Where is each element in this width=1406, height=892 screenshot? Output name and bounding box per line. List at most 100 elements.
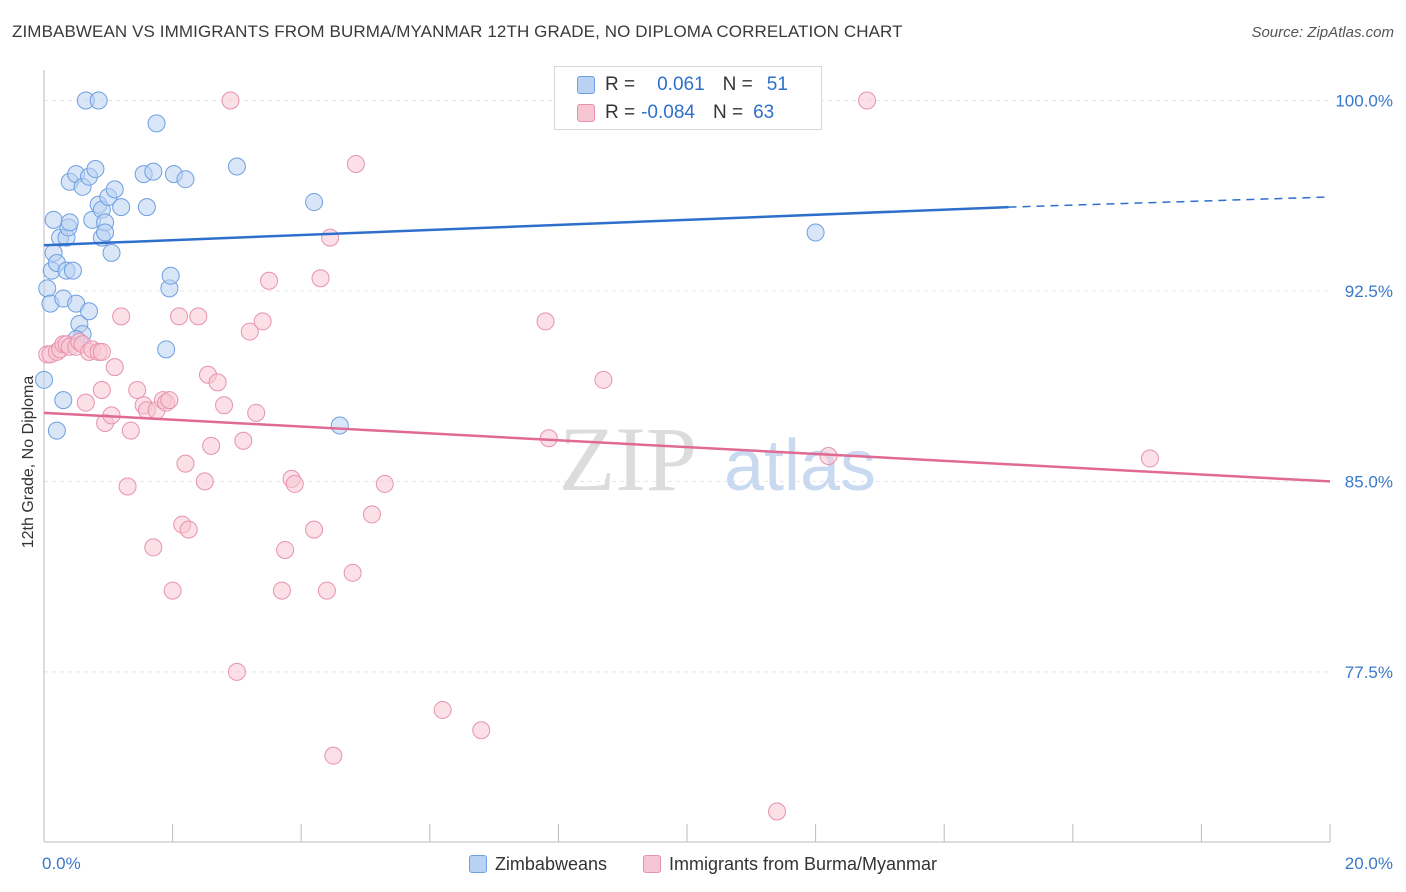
blue-swatch [577,76,595,94]
burma-point [858,91,877,110]
zimbabwean-point [157,340,176,359]
zimbabwean-point [54,391,73,410]
stats-box: R = 0.061 N = 51 R = -0.084 N = 63 [554,66,822,130]
zimbabwean-point [144,162,163,181]
burma-point [321,228,340,247]
burma-point [118,477,137,496]
y-tick-label: 77.5% [1345,663,1393,682]
n-value: 63 [753,102,775,123]
burma-point [92,380,111,399]
zimbabwean-trend-line [43,205,1009,247]
stats-row-burma: R = -0.084 N = 63 [577,99,774,127]
burma-point [536,312,555,331]
zimbabwean-point [112,198,131,217]
burma-point [324,746,343,765]
y-axis-title: 12th Grade, No Diploma [20,376,37,549]
burma-point [163,581,182,600]
watermark-zip: ZIP [559,408,697,510]
stats-row-zimbabweans: R = 0.061 N = 51 [577,71,788,99]
burma-trend-line [43,411,1331,483]
burma-point [311,269,330,288]
burma-point [346,154,365,173]
burma-point [202,436,221,455]
r-value: 0.061 [657,74,705,95]
burma-point [76,393,95,412]
zimbabwean-point [86,160,105,179]
zimbabwean-point [63,261,82,280]
y-tick-label: 100.0% [1335,91,1393,110]
axis-labels: 12th Grade, No Diploma 77.5% 85.0% 92.5% 10… [20,91,1393,873]
n-label: N = [712,102,744,123]
burma-point [768,802,787,821]
zimbabwean-point [227,157,246,176]
burma-point [221,91,240,110]
burma-point [317,581,336,600]
y-tick-label: 85.0% [1345,472,1393,491]
burma-point [128,380,147,399]
chart-title: ZIMBABWEAN VS IMMIGRANTS FROM BURMA/MYAN… [12,22,903,41]
burma-point [227,662,246,681]
zimbabwean-point [105,180,124,199]
zimbabwean-trend-extension [1008,196,1331,208]
burma-point [343,563,362,582]
burma-point [105,358,124,377]
x-tick-label: 20.0% [1345,854,1393,873]
watermark-atlas: atlas [724,426,876,506]
burma-point [276,540,295,559]
burma-point [215,396,234,415]
burma-point [234,431,253,450]
burma-point [433,700,452,719]
burma-point [112,307,131,326]
burma-point [176,454,195,473]
burma-point [144,538,163,557]
burma-point [208,373,227,392]
burma-point [272,581,291,600]
zimbabwean-point [80,302,99,321]
burma-point [305,520,324,539]
burma-point [189,307,208,326]
burma-point [253,312,272,331]
legend-label: Zimbabweans [494,853,607,874]
zimbabwean-point [305,193,324,212]
x-tick-label: 0.0% [42,854,81,873]
burma-point [170,307,189,326]
axes [43,70,1331,843]
zimbabwean-point [147,114,166,133]
blue-swatch [468,855,487,873]
burma-point [195,472,214,491]
burma-point [375,474,394,493]
zimbabwean-point [60,213,79,232]
r-label: R = [605,74,636,95]
burma-point [121,421,140,440]
r-label: R = [605,102,636,123]
burma-point [160,391,179,410]
n-value: 51 [766,74,788,95]
burma-point [92,342,111,361]
watermark: ZIP atlas [559,408,876,510]
y-tick-label: 92.5% [1345,282,1393,301]
burma-point [260,271,279,290]
zimbabwean-point [330,416,349,435]
zimbabwean-point [806,223,825,242]
chart-legend: Zimbabweans Immigrants from Burma/Myanma… [0,850,1406,878]
zimbabwean-point [96,223,115,242]
legend-item-zimbabweans[interactable]: Zimbabweans [468,853,607,875]
zimbabwean-point [102,243,121,262]
legend-label: Immigrants from Burma/Myanmar [669,853,938,874]
burma-point [594,370,613,389]
zimbabwean-point [161,266,180,285]
burma-point [247,403,266,422]
data-points [35,91,1159,821]
burma-point [179,520,198,539]
zimbabwean-point [137,198,156,217]
trend-lines [43,196,1331,483]
zimbabwean-point [176,170,195,189]
legend-item-burma-myanmar[interactable]: Immigrants from Burma/Myanmar [643,854,937,875]
zimbabwean-point [38,279,57,298]
burma-point [472,721,491,740]
gridlines [44,99,1330,673]
r-value: -0.084 [641,102,695,123]
n-label: N = [722,74,753,95]
zimbabwean-point [47,421,66,440]
